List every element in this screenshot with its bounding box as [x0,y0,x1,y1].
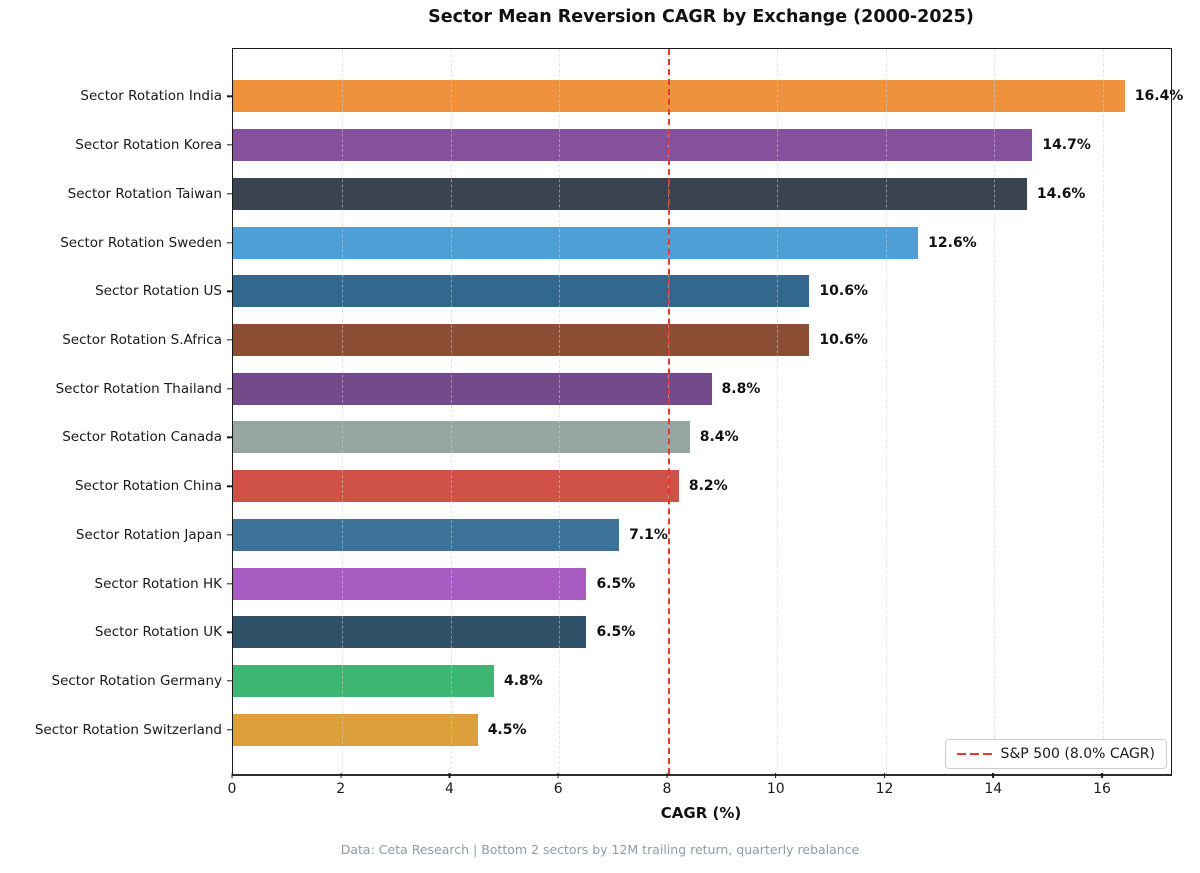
x-tick-8: 8 [663,773,671,797]
gridline-x-2 [341,49,343,774]
bar-sector-rotation-germany [233,664,494,697]
bar-sector-rotation-china [233,470,679,503]
value-label: 4.5% [487,721,527,738]
bar-sector-rotation-taiwan [233,177,1027,210]
gridline-x-10 [776,49,778,774]
value-label: 12.6% [928,234,977,251]
bar-sector-rotation-us [233,275,810,308]
bar-row: Sector Rotation S.Africa 10.6% [62,316,1171,365]
value-label: 8.4% [699,429,739,446]
y-tick-mark [227,582,232,585]
bar-row: Sector Rotation HK 6.5% [95,559,1171,608]
category-label: Sector Rotation UK [94,624,222,641]
legend-label: S&P 500 (8.0% CAGR) [1000,746,1156,762]
category-label: Sector Rotation S.Africa [62,331,222,348]
bar-sector-rotation-uk [233,616,587,649]
bar-sector-rotation-switzerland [233,713,478,746]
y-tick-mark [227,95,232,98]
y-tick-mark [227,485,232,487]
category-label: Sector Rotation India [80,88,222,105]
y-tick-mark [227,290,232,292]
x-axis-label: CAGR (%) [660,804,742,822]
bar-sector-rotation-s-africa [233,323,810,356]
bars-container: Sector Rotation India 16.4% Sector Rotatio… [35,49,1183,774]
category-label: Sector Rotation Canada [62,429,222,446]
chart-title: Sector Mean Reversion CAGR by Exchange (… [428,7,974,27]
bar-sector-rotation-sweden [233,226,919,259]
bar-row: Sector Rotation Sweden 12.6% [60,218,1171,267]
bar-row: Sector Rotation Canada 8.4% [62,413,1171,462]
y-tick-mark [227,241,232,244]
category-label: Sector Rotation Japan [75,526,222,543]
bar-sector-rotation-india [233,80,1125,113]
gridline-x-4 [450,49,452,774]
plot-area: Sector Rotation India 16.4% Sector Rotatio… [35,48,1183,776]
y-tick-mark [227,339,232,341]
gridline-x-14 [994,49,996,774]
category-label: Sector Rotation US [95,283,222,300]
y-tick-mark [227,534,232,536]
x-tick-6: 6 [554,773,563,797]
value-label: 8.2% [688,478,728,495]
category-label: Sector Rotation China [74,478,222,495]
bar-row: Sector Rotation Thailand 8.8% [56,364,1171,413]
bar-row: Sector Rotation China 8.2% [75,462,1171,511]
bar-row: Sector Rotation Japan 7.1% [76,510,1171,559]
bar-row: Sector Rotation US 10.6% [95,267,1171,316]
bar-sector-rotation-hk [233,567,587,600]
sp500-reference-line [668,49,670,774]
category-label: Sector Rotation HK [94,575,222,592]
gridline-x-12 [885,49,887,774]
legend: S&P 500 (8.0% CAGR) [944,739,1167,769]
legend-dashed-line-icon [956,752,992,756]
source-note: Data: Ceta Research | Bottom 2 sectors b… [340,842,860,857]
x-tick-14: 14 [984,773,1002,797]
bar-row: Sector Rotation Germany 4.8% [52,657,1171,706]
y-tick-mark [227,729,232,731]
y-tick-mark [227,436,232,439]
x-tick-12: 12 [876,773,893,797]
y-tick-mark [227,193,232,195]
value-label: 4.8% [504,672,543,689]
value-label: 14.7% [1042,137,1091,154]
x-tick-4: 4 [445,773,454,797]
value-label: 6.5% [596,624,636,641]
bar-row: Sector Rotation UK 6.5% [95,608,1171,657]
x-tick-16: 16 [1093,773,1111,797]
category-label: Sector Rotation Germany [51,672,223,689]
gridline-x-16 [1103,49,1105,774]
y-tick-mark [227,387,232,390]
gridline-x-6 [559,49,561,774]
value-label: 7.1% [629,526,668,543]
bar-sector-rotation-japan [233,518,620,551]
bar-row: Sector Rotation Switzerland 4.5% [35,705,1171,754]
x-tick-0: 0 [228,773,236,797]
value-label: 8.8% [721,380,761,397]
category-label: Sector Rotation Korea [75,137,222,154]
bar-row: Sector Rotation Taiwan 14.6% [68,169,1171,218]
category-label: Sector Rotation Taiwan [67,185,222,202]
bar-sector-rotation-korea [233,129,1033,162]
x-axis: 0 2 4 6 8 10 12 14 16 [228,773,1170,803]
value-label: 10.6% [819,283,868,300]
value-label: 6.5% [596,575,636,592]
x-tick-10: 10 [767,773,785,797]
bar-sector-rotation-canada [233,421,690,454]
y-tick-mark [227,631,232,633]
y-tick-mark [227,144,232,146]
category-label: Sector Rotation Switzerland [34,721,222,738]
x-tick-2: 2 [336,773,345,797]
category-label: Sector Rotation Thailand [55,380,222,397]
value-label: 14.6% [1036,185,1086,202]
bar-row: Sector Rotation India 16.4% [80,72,1183,121]
value-label: 16.4% [1134,88,1184,105]
bar-sector-rotation-thailand [233,372,712,405]
bar-row: Sector Rotation Korea 14.7% [75,121,1171,170]
y-tick-mark [227,680,232,682]
category-label: Sector Rotation Sweden [60,234,222,251]
value-label: 10.6% [819,331,868,348]
